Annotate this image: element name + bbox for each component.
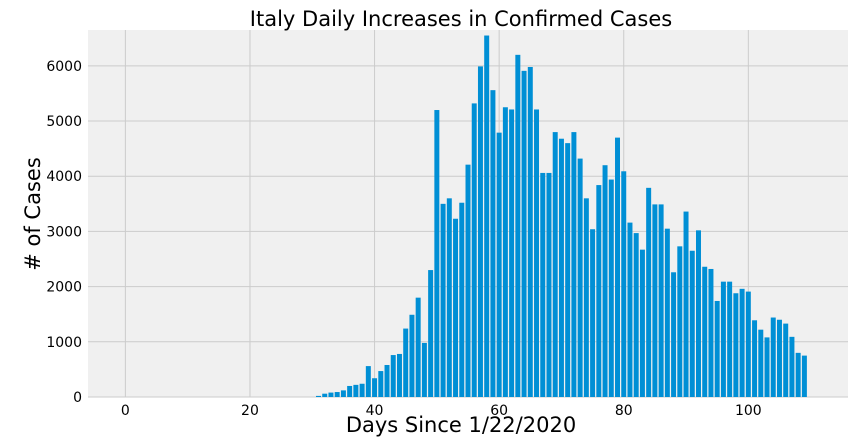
bar bbox=[558, 138, 564, 397]
bar bbox=[596, 185, 602, 397]
y-tick-labels: 0 1000 2000 3000 4000 5000 6000 bbox=[46, 59, 82, 406]
bar bbox=[527, 66, 533, 397]
bar bbox=[602, 165, 608, 397]
bar bbox=[490, 90, 496, 398]
y-tick-label: 4000 bbox=[46, 169, 82, 185]
bar bbox=[776, 319, 782, 397]
bar bbox=[745, 291, 751, 397]
bar bbox=[465, 164, 471, 397]
x-tick-label: 0 bbox=[121, 403, 130, 419]
bar bbox=[720, 281, 726, 397]
bar bbox=[546, 172, 552, 397]
bar bbox=[627, 222, 633, 397]
bar bbox=[459, 202, 465, 397]
bar bbox=[521, 70, 527, 397]
bar bbox=[347, 385, 353, 397]
y-tick-label: 5000 bbox=[46, 114, 82, 130]
bar bbox=[353, 384, 359, 397]
bar bbox=[409, 314, 415, 397]
bar bbox=[534, 109, 540, 398]
bar bbox=[652, 204, 658, 397]
y-axis-label: # of Cases bbox=[21, 157, 45, 271]
bar bbox=[708, 268, 714, 397]
bar bbox=[615, 137, 620, 397]
bar bbox=[739, 288, 745, 397]
bar bbox=[328, 392, 334, 397]
bar bbox=[727, 281, 733, 397]
bar bbox=[378, 371, 384, 397]
bar bbox=[646, 187, 652, 397]
y-tick-label: 3000 bbox=[46, 224, 82, 240]
x-tick-label: 60 bbox=[490, 403, 508, 419]
bar bbox=[664, 228, 670, 397]
bar bbox=[396, 353, 402, 397]
y-tick-label: 1000 bbox=[46, 335, 82, 351]
y-tick-label: 6000 bbox=[46, 59, 82, 75]
bar bbox=[590, 229, 596, 397]
bar bbox=[801, 355, 807, 397]
x-tick-label: 20 bbox=[241, 403, 259, 419]
bar bbox=[671, 272, 677, 397]
y-tick-label: 0 bbox=[73, 390, 82, 406]
bar bbox=[789, 336, 795, 397]
x-tick-label: 80 bbox=[615, 403, 633, 419]
bar bbox=[770, 317, 776, 397]
bar bbox=[365, 366, 371, 397]
bar bbox=[658, 204, 664, 397]
bar bbox=[421, 342, 427, 397]
bar bbox=[434, 110, 440, 397]
bar bbox=[639, 249, 645, 397]
bar bbox=[428, 270, 434, 397]
bar bbox=[552, 132, 558, 397]
bar bbox=[359, 383, 365, 397]
bar bbox=[446, 198, 452, 397]
bar bbox=[577, 158, 583, 397]
bar bbox=[683, 211, 689, 397]
bar bbox=[316, 395, 321, 397]
x-axis-label: Days Since 1/22/2020 bbox=[346, 413, 576, 437]
y-tick-label: 2000 bbox=[46, 280, 82, 296]
bar bbox=[565, 143, 571, 397]
bar bbox=[440, 203, 446, 397]
bar bbox=[509, 109, 515, 398]
bar bbox=[496, 132, 502, 397]
bar bbox=[783, 323, 789, 397]
bar bbox=[340, 390, 346, 397]
x-tick-labels: 0 20 40 60 80 100 bbox=[121, 403, 762, 419]
bar bbox=[583, 198, 589, 397]
bar bbox=[758, 329, 764, 397]
chart-title: Italy Daily Increases in Confirmed Cases bbox=[250, 7, 672, 31]
bar bbox=[322, 393, 328, 397]
bar bbox=[390, 355, 396, 397]
bar bbox=[764, 337, 770, 397]
bar bbox=[403, 328, 409, 397]
x-tick-label: 100 bbox=[735, 403, 762, 419]
bar bbox=[384, 364, 390, 397]
bar bbox=[696, 230, 701, 397]
bar bbox=[677, 246, 683, 397]
bar bbox=[633, 233, 639, 397]
bar bbox=[714, 300, 720, 397]
bar bbox=[689, 250, 695, 397]
bar bbox=[621, 171, 627, 397]
bar bbox=[502, 107, 508, 398]
bar bbox=[795, 352, 801, 397]
bar-series bbox=[316, 35, 807, 398]
bar bbox=[752, 320, 758, 397]
bar bbox=[515, 54, 521, 397]
bar bbox=[540, 172, 546, 397]
bar bbox=[484, 35, 490, 397]
x-tick-label: 40 bbox=[366, 403, 384, 419]
bar bbox=[334, 392, 340, 397]
bar bbox=[608, 179, 614, 397]
bar bbox=[372, 378, 378, 397]
bar bbox=[453, 218, 459, 397]
bar bbox=[571, 132, 577, 397]
bar bbox=[477, 66, 483, 397]
bar bbox=[415, 297, 421, 397]
bar bbox=[733, 293, 739, 397]
bar bbox=[702, 266, 708, 397]
bar bbox=[471, 103, 477, 398]
